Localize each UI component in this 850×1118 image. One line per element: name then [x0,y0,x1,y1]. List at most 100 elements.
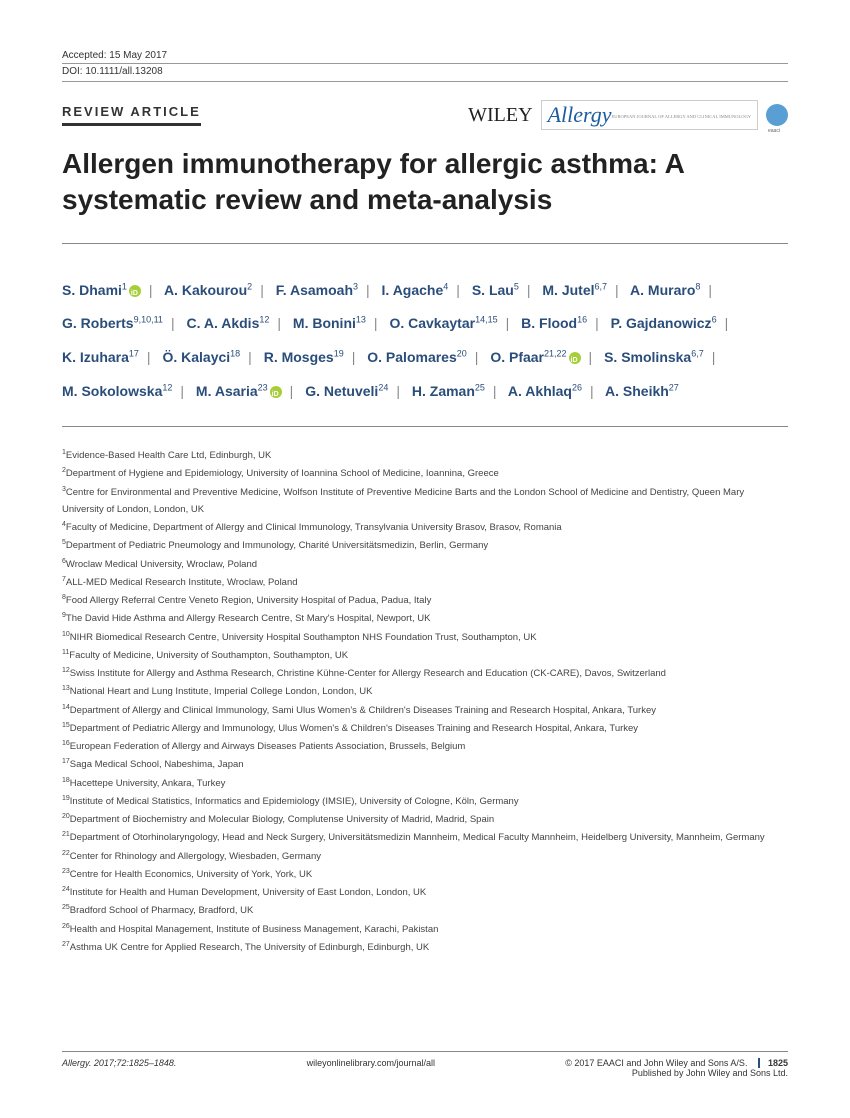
affiliation-item: 25Bradford School of Pharmacy, Bradford,… [62,902,788,919]
affiliation-item: 19Institute of Medical Statistics, Infor… [62,793,788,810]
author-item: S. Smolinska6,7 [604,349,704,365]
page-footer: Allergy. 2017;72:1825–1848. wileyonlinel… [62,1051,788,1078]
affiliation-item: 18Hacettepe University, Ankara, Turkey [62,775,788,792]
article-type-row: REVIEW ARTICLE WILEY AllergyEUROPEAN JOU… [62,100,788,130]
affiliation-item: 20Department of Biochemistry and Molecul… [62,811,788,828]
author-separator: | [590,383,594,399]
author-separator: | [527,282,531,298]
affiliation-item: 9The David Hide Asthma and Allergy Resea… [62,610,788,627]
affiliation-item: 24Institute for Health and Human Develop… [62,884,788,901]
author-item: M. Jutel6,7 [542,282,607,298]
accepted-date: Accepted: 15 May 2017 [62,50,788,64]
author-item: O. Palomares20 [367,349,467,365]
copyright-line1: © 2017 EAACI and John Wiley and Sons A/S… [565,1058,747,1068]
affiliation-item: 17Saga Medical School, Nabeshima, Japan [62,756,788,773]
eaaci-logo-icon [766,104,788,126]
author-item: F. Asamoah3 [276,282,358,298]
author-separator: | [615,282,619,298]
author-item: G. Roberts9,10,11 [62,315,163,331]
author-item: M. Sokolowska12 [62,383,172,399]
author-separator: | [493,383,497,399]
author-separator: | [352,349,356,365]
author-separator: | [725,315,729,331]
orcid-icon [129,285,141,297]
authors-list: S. Dhami1 | A. Kakourou2 | F. Asamoah3 | I.… [62,274,788,427]
affiliations-list: 1Evidence-Based Health Care Ltd, Edinbur… [62,447,788,956]
affiliation-item: 5Department of Pediatric Pneumology and … [62,537,788,554]
author-item: B. Flood16 [521,315,587,331]
affiliation-item: 15Department of Pediatric Allergy and Im… [62,720,788,737]
page-container: Accepted: 15 May 2017 DOI: 10.1111/all.1… [0,0,850,1118]
allergy-logo-text: Allergy [548,102,612,127]
author-separator: | [595,315,599,331]
affiliation-item: 12Swiss Institute for Allergy and Asthma… [62,665,788,682]
orcid-icon [270,386,282,398]
author-separator: | [147,349,151,365]
affiliation-item: 22Center for Rhinology and Allergology, … [62,848,788,865]
publisher-logos: WILEY AllergyEUROPEAN JOURNAL OF ALLERGY… [468,100,788,130]
author-item: A. Sheikh27 [605,383,679,399]
affiliation-item: 14Department of Allergy and Clinical Imm… [62,702,788,719]
author-item: A. Kakourou2 [164,282,252,298]
author-item: M. Asaria23 [196,383,282,399]
footer-citation: Allergy. 2017;72:1825–1848. [62,1058,176,1078]
author-item: M. Bonini13 [293,315,366,331]
affiliation-item: 26Health and Hospital Management, Instit… [62,921,788,938]
author-separator: | [589,349,593,365]
affiliation-item: 13National Heart and Lung Institute, Imp… [62,683,788,700]
author-separator: | [290,383,294,399]
affiliation-item: 3Centre for Environmental and Preventive… [62,484,788,518]
author-item: O. Cavkaytar14,15 [389,315,497,331]
author-item: P. Gajdanowicz6 [611,315,717,331]
author-separator: | [260,282,264,298]
affiliation-item: 8Food Allergy Referral Centre Veneto Reg… [62,592,788,609]
author-separator: | [456,282,460,298]
page-number: 1825 [758,1058,788,1068]
affiliation-item: 16European Federation of Allergy and Air… [62,738,788,755]
author-item: S. Dhami1 [62,282,141,298]
affiliation-item: 27Asthma UK Centre for Applied Research,… [62,939,788,956]
affiliation-item: 21Department of Otorhinolaryngology, Hea… [62,829,788,846]
author-item: Ö. Kalayci18 [162,349,240,365]
allergy-logo: AllergyEUROPEAN JOURNAL OF ALLERGY AND C… [541,100,758,130]
author-item: G. Netuveli24 [305,383,388,399]
author-separator: | [708,282,712,298]
affiliation-item: 7ALL-MED Medical Research Institute, Wro… [62,574,788,591]
author-separator: | [180,383,184,399]
affiliation-item: 2Department of Hygiene and Epidemiology,… [62,465,788,482]
author-item: K. Izuhara17 [62,349,139,365]
author-separator: | [171,315,175,331]
wiley-logo: WILEY [468,104,532,127]
article-title: Allergen immunotherapy for allergic asth… [62,146,788,244]
author-item: O. Pfaar21,22 [490,349,580,365]
author-separator: | [396,383,400,399]
author-separator: | [277,315,281,331]
author-separator: | [712,349,716,365]
author-separator: | [149,282,153,298]
allergy-subtitle: EUROPEAN JOURNAL OF ALLERGY AND CLINICAL… [612,115,752,120]
affiliation-item: 1Evidence-Based Health Care Ltd, Edinbur… [62,447,788,464]
author-separator: | [374,315,378,331]
author-item: R. Mosges19 [264,349,344,365]
copyright-line2: Published by John Wiley and Sons Ltd. [632,1068,788,1078]
affiliation-item: 11Faculty of Medicine, University of Sou… [62,647,788,664]
affiliation-item: 10NIHR Biomedical Research Centre, Unive… [62,629,788,646]
author-item: I. Agache4 [382,282,449,298]
author-separator: | [475,349,479,365]
article-type-label: REVIEW ARTICLE [62,104,201,126]
footer-url: wileyonlinelibrary.com/journal/all [307,1058,435,1078]
author-item: S. Lau5 [472,282,519,298]
author-item: C. A. Akdis12 [186,315,269,331]
affiliation-item: 6Wroclaw Medical University, Wroclaw, Po… [62,556,788,573]
affiliation-item: 4Faculty of Medicine, Department of Alle… [62,519,788,536]
author-item: A. Akhlaq26 [508,383,582,399]
author-separator: | [506,315,510,331]
author-separator: | [366,282,370,298]
footer-copyright: © 2017 EAACI and John Wiley and Sons A/S… [565,1058,788,1078]
author-separator: | [248,349,252,365]
orcid-icon [569,352,581,364]
doi-line: DOI: 10.1111/all.13208 [62,66,788,82]
author-item: H. Zaman25 [412,383,485,399]
author-item: A. Muraro8 [630,282,700,298]
affiliation-item: 23Centre for Health Economics, Universit… [62,866,788,883]
